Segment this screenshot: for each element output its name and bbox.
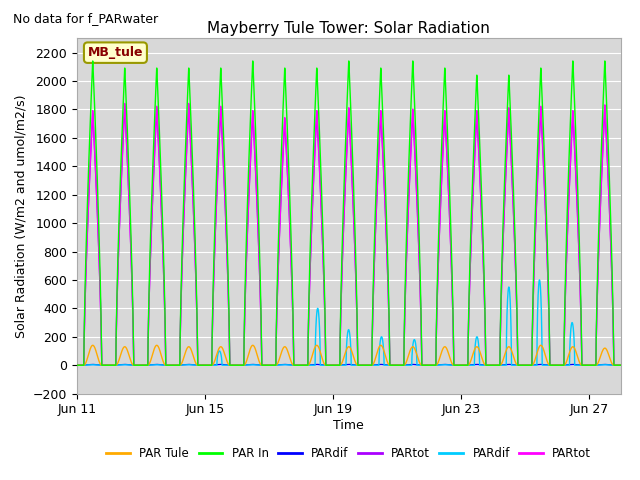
Text: MB_tule: MB_tule [88, 46, 143, 59]
Legend: PAR Tule, PAR In, PARdif, PARtot, PARdif, PARtot: PAR Tule, PAR In, PARdif, PARtot, PARdif… [102, 442, 596, 465]
Y-axis label: Solar Radiation (W/m2 and umol/m2/s): Solar Radiation (W/m2 and umol/m2/s) [14, 94, 27, 338]
Text: No data for f_PARwater: No data for f_PARwater [13, 12, 158, 25]
Title: Mayberry Tule Tower: Solar Radiation: Mayberry Tule Tower: Solar Radiation [207, 21, 490, 36]
X-axis label: Time: Time [333, 419, 364, 432]
